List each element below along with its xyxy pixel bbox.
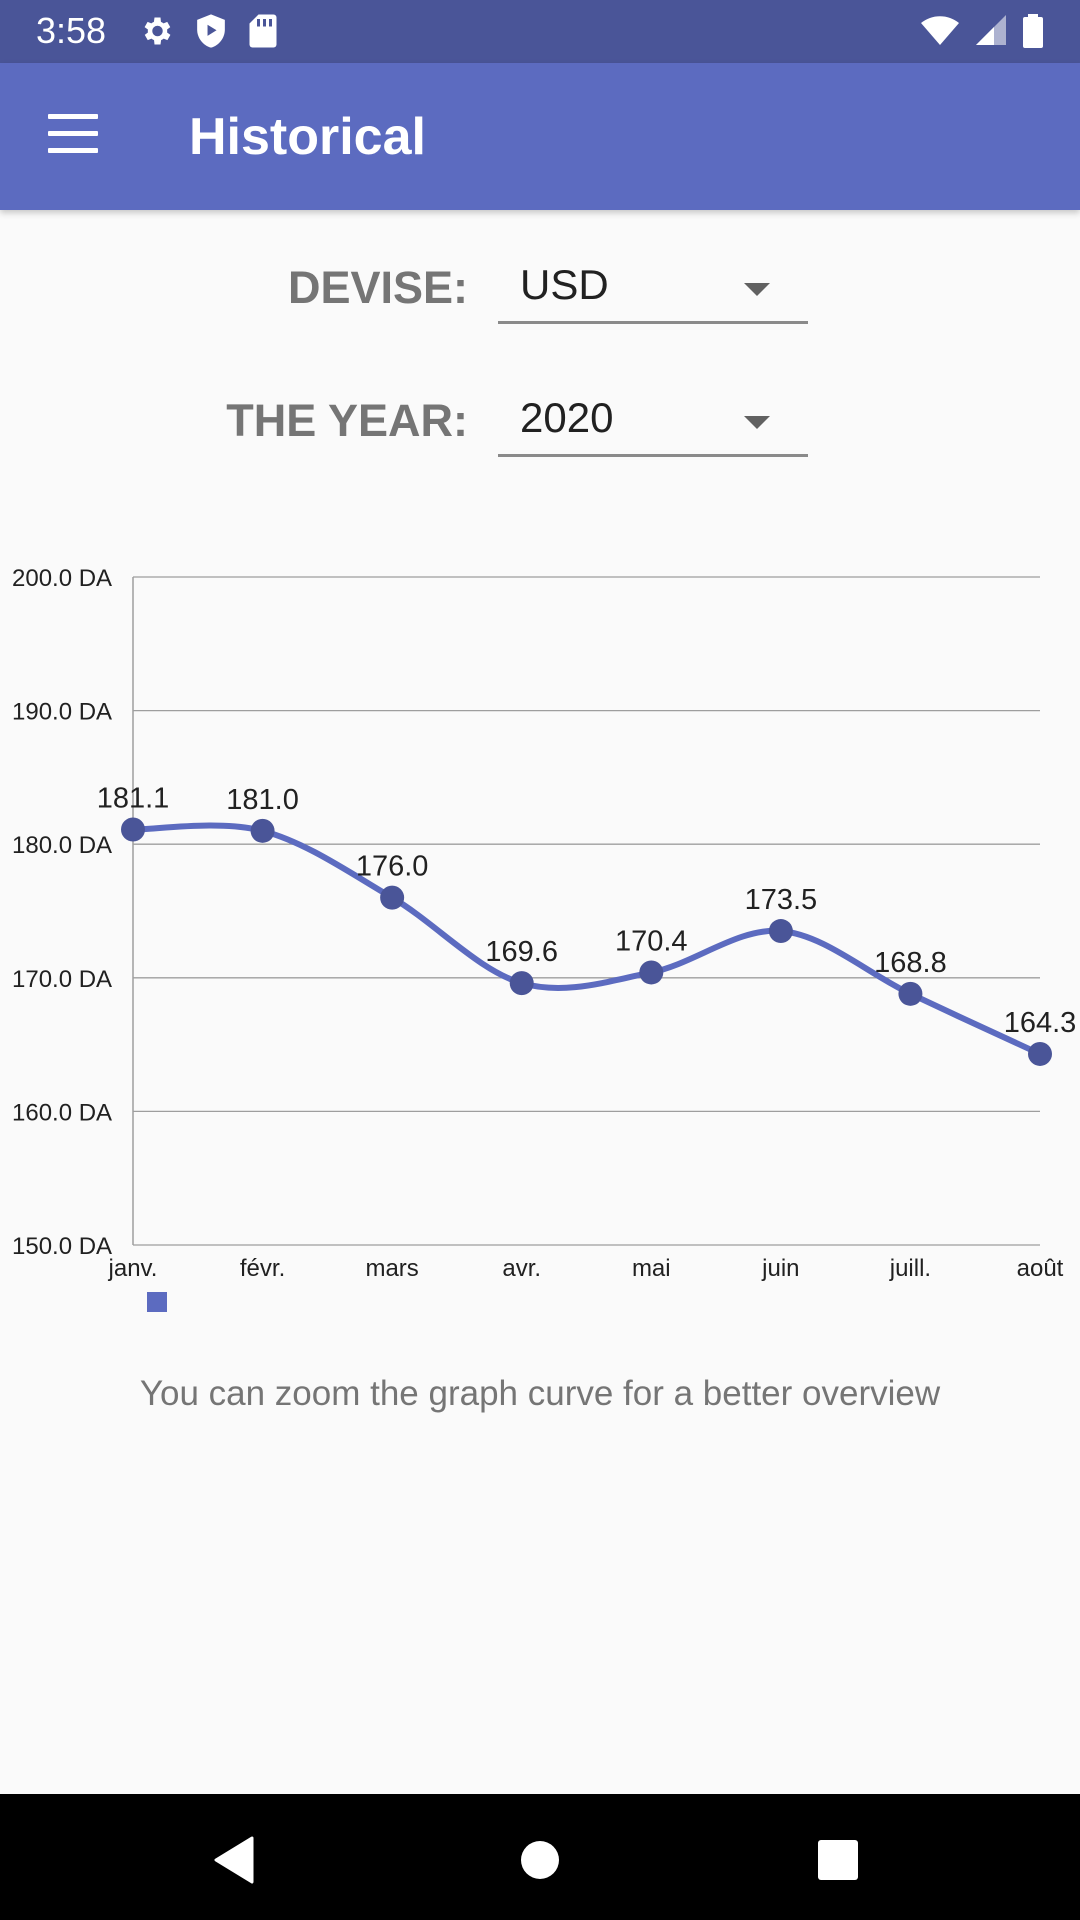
- data-point: [380, 885, 405, 910]
- x-tick-label: janv.: [108, 1255, 158, 1282]
- dropdown-arrow-icon: [744, 283, 770, 296]
- data-point: [768, 919, 793, 944]
- page-title: Historical: [189, 108, 426, 166]
- data-point: [121, 817, 145, 842]
- zoom-hint: You can zoom the graph curve for a bette…: [139, 1374, 941, 1413]
- data-label: 164.3: [1004, 1007, 1077, 1039]
- x-tick-label: mars: [365, 1255, 418, 1282]
- y-tick-label: 200.0 DA: [12, 565, 112, 592]
- signal-icon: [976, 15, 1006, 45]
- play-protect-icon: [197, 14, 225, 48]
- home-icon[interactable]: [510, 1830, 570, 1890]
- data-point: [1028, 1041, 1052, 1066]
- dropdown-arrow-icon: [744, 416, 770, 429]
- data-point: [509, 971, 534, 996]
- x-tick-label: juill.: [889, 1255, 931, 1282]
- sd-card-icon: [249, 14, 277, 48]
- currency-label: DEVISE:: [287, 262, 468, 313]
- currency-dropdown[interactable]: USD: [498, 257, 808, 324]
- x-tick-label: août: [1017, 1255, 1064, 1282]
- year-label: THE YEAR:: [226, 395, 468, 446]
- status-bar: 3:58: [0, 0, 1080, 63]
- data-label: 176.0: [356, 851, 429, 883]
- status-time: 3:58: [36, 10, 107, 51]
- year-dropdown[interactable]: 2020: [498, 390, 808, 457]
- data-label: 168.8: [874, 947, 947, 979]
- x-tick-label: avr.: [502, 1255, 541, 1282]
- currency-value: USD: [520, 261, 609, 308]
- y-tick-label: 180.0 DA: [12, 832, 112, 859]
- navigation-bar: [0, 1794, 1080, 1920]
- data-point: [250, 818, 275, 843]
- data-label: 170.4: [615, 925, 688, 957]
- menu-button[interactable]: [48, 114, 98, 154]
- data-label: 173.5: [745, 884, 818, 916]
- y-tick-label: 190.0 DA: [12, 699, 112, 726]
- data-label: 181.0: [226, 784, 299, 816]
- data-label: 169.6: [485, 936, 558, 968]
- data-point: [639, 960, 664, 985]
- year-value: 2020: [520, 394, 614, 441]
- back-icon[interactable]: [208, 1830, 268, 1890]
- app-bar: Historical: [0, 63, 1080, 210]
- y-tick-label: 170.0 DA: [12, 966, 112, 993]
- settings-icon: [144, 17, 171, 45]
- data-point: [898, 981, 923, 1006]
- y-tick-label: 150.0 DA: [12, 1233, 112, 1260]
- data-label: 181.1: [97, 783, 170, 815]
- line-chart[interactable]: 150.0 DA 160.0 DA 170.0 DA 180.0 DA 190.0 DA…: [0, 520, 1080, 1320]
- recents-icon[interactable]: [808, 1830, 868, 1890]
- battery-icon: [1023, 14, 1043, 48]
- series-line: [132, 822, 1042, 1057]
- wifi-icon: [921, 16, 959, 45]
- y-tick-label: 160.0 DA: [12, 1099, 112, 1126]
- x-tick-label: févr.: [240, 1255, 285, 1282]
- legend-swatch: [147, 1292, 167, 1312]
- x-tick-label: mai: [632, 1255, 671, 1282]
- x-tick-label: juin: [761, 1255, 799, 1282]
